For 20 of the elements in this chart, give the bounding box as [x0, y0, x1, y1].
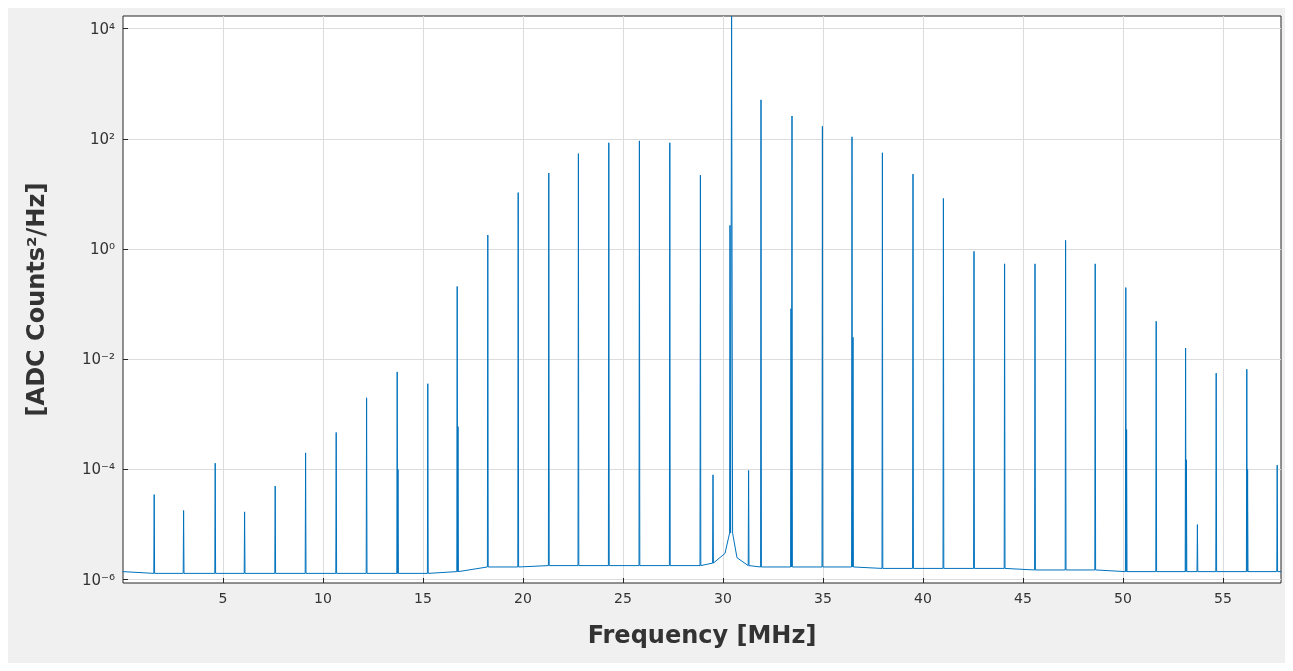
x-tick-label: 50 [1114, 590, 1132, 606]
x-tick-label: 15 [414, 590, 432, 606]
x-tick-label: 5 [218, 590, 228, 606]
x-tick-label: 35 [814, 590, 832, 606]
x-tick-label: 30 [714, 590, 732, 606]
x-tick-label: 40 [914, 590, 932, 606]
x-tick-label: 45 [1014, 590, 1032, 606]
x-tick-label: 25 [614, 590, 632, 606]
y-tick-label: 10⁰ [89, 240, 115, 259]
line-series [122, 15, 1282, 574]
y-tick-label: 10⁻⁴ [81, 460, 115, 479]
y-tick-label: 10² [89, 129, 115, 148]
y-tick-label: 10⁻⁶ [81, 570, 115, 589]
y-tick-label: 10⁴ [89, 19, 115, 38]
x-tick-label: 20 [514, 590, 532, 606]
x-axis-title: Frequency [MHz] [587, 621, 817, 649]
x-tick-label: 10 [314, 590, 332, 606]
x-tick-label: 55 [1214, 590, 1232, 606]
y-tick-label: 10⁻² [81, 350, 115, 369]
y-axis-title: [ADC Counts²/Hz] [22, 182, 50, 417]
